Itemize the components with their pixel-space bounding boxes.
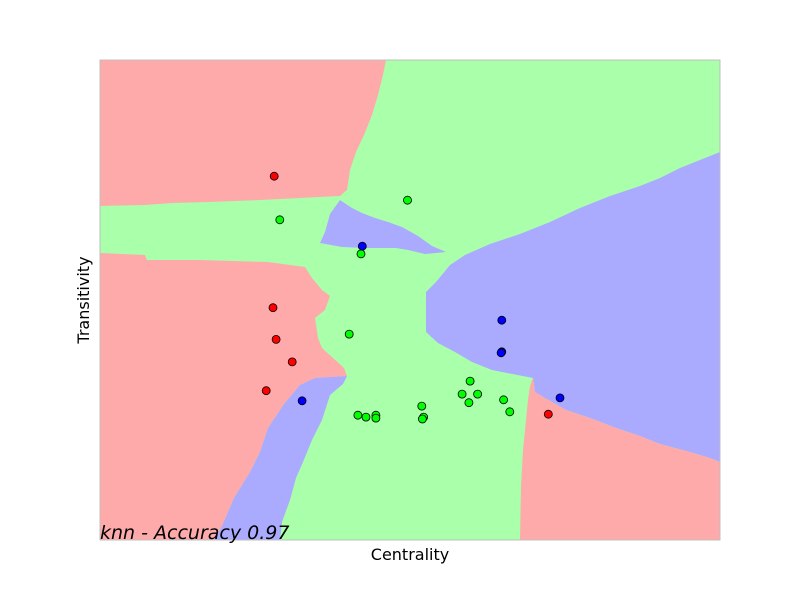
x-axis-label: Centrality xyxy=(371,545,449,564)
region-red-top-left xyxy=(100,60,386,206)
data-point xyxy=(417,414,427,424)
data-point xyxy=(268,303,278,313)
data-point xyxy=(344,329,354,339)
region-blue-bottom-left xyxy=(214,376,347,540)
data-point xyxy=(371,413,381,423)
region-blue-center xyxy=(320,200,446,254)
region-red-left xyxy=(100,253,347,540)
chart-title: knn - Accuracy 0.97 xyxy=(100,522,289,544)
data-point xyxy=(457,389,467,399)
y-axis-label: Transitivity xyxy=(74,256,93,344)
region-blue-right xyxy=(426,152,720,462)
data-point xyxy=(275,215,285,225)
decision-regions xyxy=(100,60,720,540)
data-point xyxy=(417,401,427,411)
data-point xyxy=(361,412,371,422)
data-point xyxy=(287,357,297,367)
region-red-bottom-right xyxy=(520,378,720,540)
data-point xyxy=(497,315,507,325)
data-point xyxy=(505,407,515,417)
data-point xyxy=(465,376,475,386)
data-point xyxy=(403,195,412,205)
data-point xyxy=(496,348,506,358)
data-point xyxy=(473,389,483,399)
scatter-points xyxy=(261,171,565,424)
data-point xyxy=(543,409,553,419)
data-point xyxy=(269,171,279,181)
plot-frame xyxy=(99,59,721,541)
data-point xyxy=(261,386,271,396)
data-point xyxy=(356,249,366,259)
data-point xyxy=(464,398,474,408)
data-point xyxy=(353,410,363,420)
data-point xyxy=(357,241,367,251)
data-point xyxy=(499,395,509,405)
data-point xyxy=(297,396,307,406)
data-point xyxy=(555,393,565,403)
data-point xyxy=(271,334,281,344)
